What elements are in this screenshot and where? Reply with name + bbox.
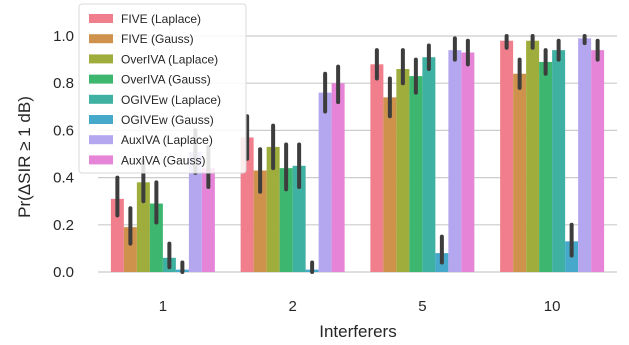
legend-entry: OGIVEw (Gauss) (121, 113, 214, 127)
y-axis-label: Pr(ΔSIR ≥ 1 dB) (15, 96, 34, 218)
bar (136, 182, 150, 272)
bar (279, 168, 293, 272)
legend-box (78, 3, 247, 174)
bar (500, 40, 514, 272)
bar (110, 198, 124, 272)
legend-swatch (89, 14, 113, 23)
bar (266, 146, 280, 272)
y-tick-label: 0.6 (53, 122, 74, 139)
x-tick-labels: 1 2 5 10 (159, 298, 561, 315)
legend-swatch (89, 54, 113, 64)
x-tick-label: 2 (288, 298, 296, 315)
error-bars (115, 34, 600, 274)
legend-entry: OverIVA (Laplace) (121, 52, 218, 66)
legend-entry: AuxIVA (Gauss) (121, 153, 205, 167)
bar (448, 50, 462, 272)
y-tick-label: 0.2 (53, 217, 74, 234)
y-tick-label: 0.4 (53, 170, 74, 187)
y-tick-label: 0.0 (53, 264, 74, 281)
bar (253, 170, 267, 272)
bar (526, 40, 540, 272)
bar (318, 92, 332, 272)
bar (123, 227, 137, 272)
legend-swatch (89, 34, 113, 44)
bar (461, 52, 475, 272)
legend-swatch (89, 135, 113, 145)
bars (110, 38, 605, 273)
legend-swatch (89, 115, 113, 124)
y-tick-label: 0.8 (53, 75, 74, 92)
x-tick-label: 1 (159, 298, 167, 315)
legend: FIVE (Laplace) FIVE (Gauss) OverIVA (Lapla… (78, 3, 247, 174)
legend-entry: FIVE (Gauss) (121, 32, 194, 46)
legend-swatch (89, 94, 113, 104)
legend-entry: OGIVEw (Laplace) (121, 93, 221, 107)
bar (539, 61, 553, 273)
bar (578, 38, 592, 272)
bar (552, 50, 566, 272)
legend-entry: FIVE (Laplace) (121, 12, 201, 26)
legend-swatch (89, 155, 113, 165)
bar (383, 97, 397, 272)
bar (188, 151, 202, 272)
x-axis-label: Interferers (319, 322, 396, 341)
bar (201, 168, 215, 272)
bar (422, 57, 436, 272)
x-tick-label: 10 (544, 298, 561, 315)
legend-swatch (89, 74, 113, 84)
bar (331, 83, 345, 272)
bar (149, 203, 163, 272)
y-tick-labels: 0.0 0.2 0.4 0.6 0.8 1.0 (53, 28, 74, 281)
legend-entry: AuxIVA (Laplace) (121, 133, 213, 147)
bar (409, 76, 423, 273)
bar (513, 73, 527, 272)
bar (396, 69, 410, 272)
bar (370, 64, 384, 272)
legend-entry: OverIVA (Gauss) (121, 73, 211, 87)
bar (292, 165, 306, 272)
y-tick-label: 1.0 (53, 28, 74, 45)
bar (591, 50, 605, 272)
x-tick-label: 5 (418, 298, 426, 315)
